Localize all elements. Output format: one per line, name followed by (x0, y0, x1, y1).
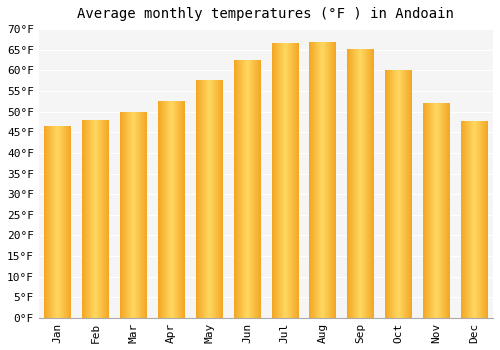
Title: Average monthly temperatures (°F ) in Andoain: Average monthly temperatures (°F ) in An… (78, 7, 454, 21)
